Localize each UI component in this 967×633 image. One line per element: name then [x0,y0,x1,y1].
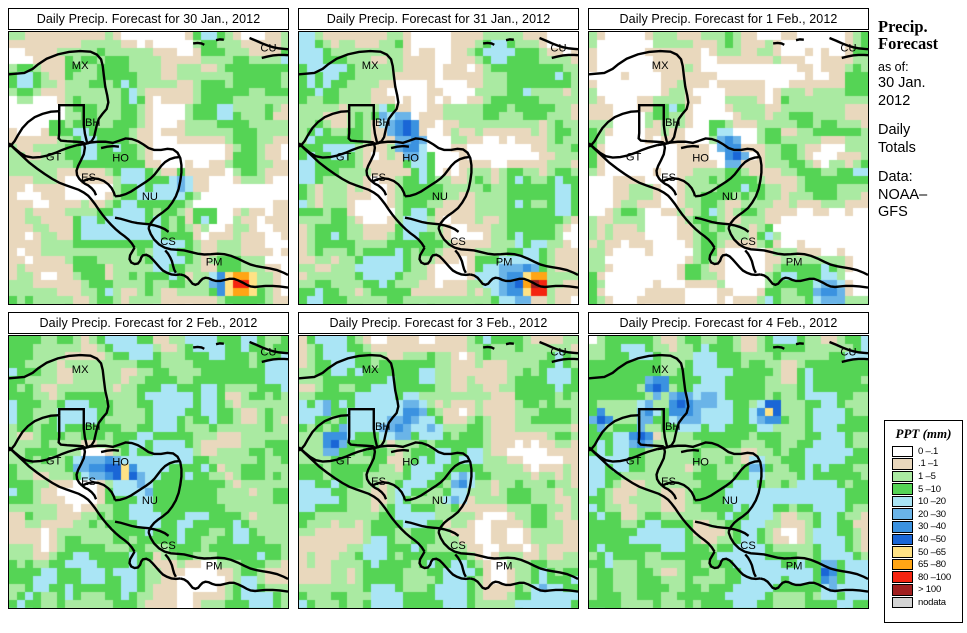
sidebar-data-label: Data: [878,169,913,185]
precipitation-raster [9,336,288,608]
legend-color-swatch [892,470,913,483]
legend-entry: 5 –10 [892,483,962,496]
map-panel: Daily Precip. Forecast for 4 Feb., 2012 M… [588,312,869,609]
legend-entry-list: 0 –.1.1 –1 1 –5 5 –10 10 –20 20 –30 30 –40 40 … [892,445,962,609]
sidebar-spacer-2 [878,157,966,169]
legend-entry-label: 0 –.1 [918,445,939,457]
map-panel: Daily Precip. Forecast for 3 Feb., 2012 M… [298,312,579,609]
precipitation-raster [9,32,288,304]
legend-color-swatch [892,458,913,470]
sidebar-as-of-label: as of: [878,60,909,74]
panel-map-area[interactable]: MX BH GT HO ES NU CS PM CU [588,335,869,609]
legend-entry: 40 –50 [892,533,962,546]
precipitation-legend: PPT (mm) 0 –.1.1 –1 1 –5 5 –10 10 –20 20 –30… [884,420,963,623]
legend-entry-label: 1 –5 [918,470,936,482]
sidebar-spacer-1 [878,110,966,122]
legend-color-swatch [892,546,913,558]
legend-color-swatch [892,571,913,584]
precipitation-raster [589,32,868,304]
sidebar-heading-line1: Precip. [878,17,928,36]
sidebar-totals-line1: Daily [878,122,911,138]
panel-title: Daily Precip. Forecast for 1 Feb., 2012 [588,8,869,30]
legend-entry: > 100 [892,584,962,597]
legend-entry-label: nodata [918,596,946,608]
legend-color-swatch [892,584,913,596]
legend-entry-label: 80 –100 [918,571,951,583]
panel-title: Daily Precip. Forecast for 4 Feb., 2012 [588,312,869,334]
legend-entry-label: 10 –20 [918,496,946,508]
legend-entry-label: 40 –50 [918,533,946,545]
sidebar-as-of-date-line1: 30 Jan. [878,75,926,91]
panel-map-area[interactable]: MX BH GT HO ES NU CS PM CU [8,335,289,609]
sidebar-data-source-line1: NOAA– [878,186,928,203]
legend-entry: 0 –.1 [892,445,962,458]
legend-color-swatch [892,495,913,508]
legend-color-swatch [892,483,913,495]
panel-map-area[interactable]: MX BH GT HO ES NU CS PM CU [8,31,289,305]
panel-map-area[interactable]: MX BH GT HO ES NU CS PM CU [588,31,869,305]
legend-entry: 65 –80 [892,558,962,571]
legend-entry: .1 –1 [892,458,962,471]
legend-color-swatch [892,445,913,458]
precipitation-raster [299,336,578,608]
panel-title: Daily Precip. Forecast for 3 Feb., 2012 [298,312,579,334]
legend-entry-label: 20 –30 [918,508,946,520]
precipitation-raster [299,32,578,304]
legend-color-swatch [892,521,913,533]
legend-entry: 50 –65 [892,546,962,559]
panel-map-area[interactable]: MX BH GT HO ES NU CS PM CU [298,31,579,305]
legend-entry: 20 –30 [892,508,962,521]
map-panel: Daily Precip. Forecast for 2 Feb., 2012 M… [8,312,289,609]
legend-entry-label: 30 –40 [918,521,946,533]
legend-entry-label: 5 –10 [918,483,941,495]
legend-entry: 1 –5 [892,470,962,483]
legend-entry-label: .1 –1 [918,458,939,470]
map-panel: Daily Precip. Forecast for 31 Jan., 2012… [298,8,579,305]
sidebar-heading-line2: Forecast [878,34,939,53]
legend-entry-label: > 100 [918,584,942,596]
panel-title: Daily Precip. Forecast for 31 Jan., 2012 [298,8,579,30]
precipitation-raster [589,336,868,608]
legend-entry: nodata [892,596,962,609]
legend-entry: 30 –40 [892,521,962,534]
legend-color-swatch [892,558,913,571]
legend-entry: 10 –20 [892,495,962,508]
figure-sidebar: Precip. Forecast as of: 30 Jan. 2012 Dai… [878,18,966,222]
legend-title: PPT (mm) [895,426,952,441]
legend-color-swatch [892,508,913,521]
sidebar-data-source-line2: GFS [878,204,908,220]
panel-map-area[interactable]: MX BH GT HO ES NU CS PM CU [298,335,579,609]
panel-title: Daily Precip. Forecast for 30 Jan., 2012 [8,8,289,30]
legend-entry-label: 65 –80 [918,559,946,571]
legend-color-swatch [892,533,913,546]
map-panel: Daily Precip. Forecast for 30 Jan., 2012… [8,8,289,305]
panel-title: Daily Precip. Forecast for 2 Feb., 2012 [8,312,289,334]
legend-entry-label: 50 –65 [918,546,946,558]
legend-color-swatch [892,596,913,609]
map-panel: Daily Precip. Forecast for 1 Feb., 2012 M… [588,8,869,305]
legend-entry: 80 –100 [892,571,962,584]
sidebar-as-of-date-line2: 2012 [878,92,911,109]
sidebar-totals-line2: Totals [878,139,916,156]
